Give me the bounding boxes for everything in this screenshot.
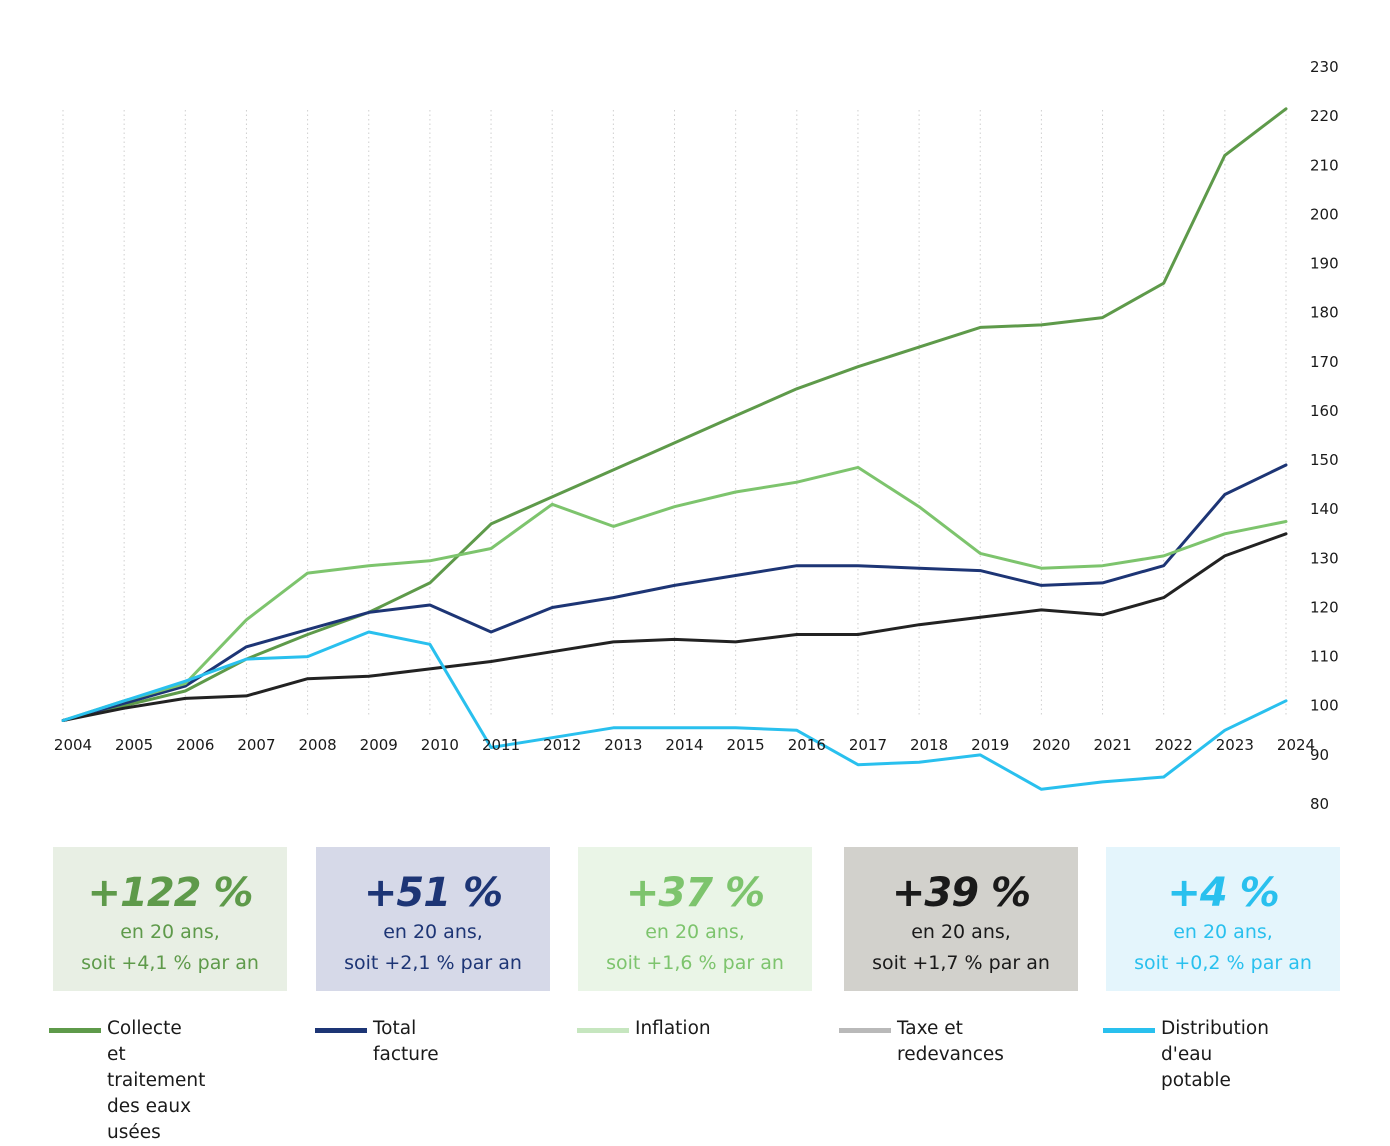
x-tick-label: 2013 bbox=[604, 736, 642, 754]
x-tick-label: 2016 bbox=[788, 736, 826, 754]
x-tick-label: 2019 bbox=[971, 736, 1009, 754]
x-tick-label: 2023 bbox=[1216, 736, 1254, 754]
summary-card: +37 % en 20 ans, soit +1,6 % par an bbox=[578, 847, 812, 991]
x-tick-label: 2020 bbox=[1032, 736, 1070, 754]
x-tick-label: 2012 bbox=[543, 736, 581, 754]
legend-label: Taxe et redevances bbox=[897, 1018, 1004, 1065]
x-tick-label: 2014 bbox=[665, 736, 703, 754]
x-axis-ticks: 2004 2005 2006 2007 2008 2009 2010 2011 2012 2013… bbox=[54, 736, 1315, 754]
summary-card: +39 % en 20 ans, soit +1,7 % par an bbox=[844, 847, 1078, 991]
x-tick-label: 2024 bbox=[1277, 736, 1315, 754]
y-tick-label: 180 bbox=[1310, 304, 1339, 322]
x-tick-label: 2005 bbox=[115, 736, 153, 754]
y-tick-label: 140 bbox=[1310, 500, 1339, 518]
x-tick-label: 2009 bbox=[360, 736, 398, 754]
legend-label: Inflation bbox=[635, 1018, 711, 1039]
x-tick-label: 2011 bbox=[482, 736, 520, 754]
legend-label: Distribution d'eau potable bbox=[1161, 1018, 1269, 1091]
y-tick-label: 130 bbox=[1310, 549, 1339, 567]
y-axis-ticks: 80 90 100 110 120 130 140 150 160 170 180 190 200 210… bbox=[1310, 58, 1339, 813]
card-percentage: +4 % bbox=[1167, 870, 1279, 916]
x-tick-label: 2004 bbox=[54, 736, 92, 754]
y-tick-label: 220 bbox=[1310, 107, 1339, 125]
card-caption: en 20 ans, bbox=[383, 921, 483, 943]
y-tick-label: 100 bbox=[1310, 697, 1339, 715]
card-caption: soit +0,2 % par an bbox=[1134, 952, 1312, 974]
summary-card: +51 % en 20 ans, soit +2,1 % par an bbox=[316, 847, 550, 991]
x-tick-label: 2017 bbox=[849, 736, 887, 754]
card-caption: soit +2,1 % par an bbox=[344, 952, 522, 974]
legend-swatch bbox=[577, 1028, 629, 1033]
x-tick-label: 2006 bbox=[176, 736, 214, 754]
y-tick-label: 110 bbox=[1310, 648, 1339, 666]
card-caption: en 20 ans, bbox=[1173, 921, 1273, 943]
legend-label: Total facture bbox=[373, 1018, 439, 1065]
legend-swatch bbox=[839, 1028, 891, 1033]
y-tick-label: 190 bbox=[1310, 255, 1339, 273]
legend-swatch bbox=[1103, 1028, 1155, 1033]
card-caption: soit +4,1 % par an bbox=[81, 952, 259, 974]
x-tick-label: 2018 bbox=[910, 736, 948, 754]
x-tick-label: 2015 bbox=[727, 736, 765, 754]
x-tick-label: 2010 bbox=[421, 736, 459, 754]
y-tick-label: 120 bbox=[1310, 598, 1339, 616]
chart-series bbox=[61, 107, 1288, 791]
series-line bbox=[61, 630, 1288, 791]
card-percentage: +51 % bbox=[363, 870, 503, 916]
y-tick-label: 200 bbox=[1310, 205, 1339, 223]
series-line bbox=[61, 107, 1288, 722]
summary-card: +122 % en 20 ans, soit +4,1 % par an bbox=[53, 847, 287, 991]
line-chart: 2004 2005 2006 2007 2008 2009 2010 2011 2012 2013… bbox=[54, 58, 1339, 813]
legend-swatch bbox=[49, 1028, 101, 1033]
series-line bbox=[61, 465, 1288, 722]
summary-card: +4 % en 20 ans, soit +0,2 % par an bbox=[1106, 847, 1340, 991]
y-tick-label: 210 bbox=[1310, 156, 1339, 174]
series-line bbox=[61, 463, 1288, 722]
card-caption: en 20 ans, bbox=[911, 921, 1011, 943]
card-caption: en 20 ans, bbox=[120, 921, 220, 943]
legend-label: Collecte et traitement des eaux usées bbox=[107, 1018, 206, 1143]
y-tick-label: 150 bbox=[1310, 451, 1339, 469]
y-tick-label: 230 bbox=[1310, 58, 1339, 76]
x-tick-label: 2008 bbox=[299, 736, 337, 754]
x-tick-label: 2021 bbox=[1093, 736, 1131, 754]
card-percentage: +122 % bbox=[87, 870, 253, 916]
legend-swatch bbox=[315, 1028, 367, 1033]
card-caption: soit +1,6 % par an bbox=[606, 952, 784, 974]
card-caption: en 20 ans, bbox=[645, 921, 745, 943]
chart-grid bbox=[62, 110, 1287, 715]
x-tick-label: 2022 bbox=[1155, 736, 1193, 754]
card-caption: soit +1,7 % par an bbox=[872, 952, 1050, 974]
card-percentage: +37 % bbox=[625, 870, 765, 916]
y-tick-label: 90 bbox=[1310, 746, 1329, 764]
y-tick-label: 170 bbox=[1310, 353, 1339, 371]
series-line bbox=[61, 532, 1288, 722]
card-percentage: +39 % bbox=[891, 870, 1031, 916]
x-tick-label: 2007 bbox=[237, 736, 275, 754]
y-tick-label: 80 bbox=[1310, 795, 1329, 813]
y-tick-label: 160 bbox=[1310, 402, 1339, 420]
